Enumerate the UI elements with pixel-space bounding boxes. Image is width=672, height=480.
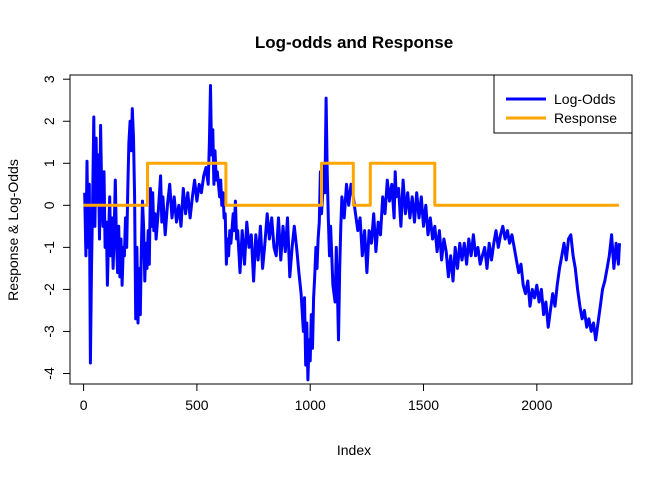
y-tick-label: 3 <box>41 75 57 83</box>
series-line-log-odds <box>83 84 621 382</box>
plot-area <box>83 84 621 382</box>
y-tick-label: 2 <box>41 117 57 125</box>
chart-title: Log-odds and Response <box>255 33 453 52</box>
y-tick-label: -2 <box>41 283 57 296</box>
legend-label-log-odds: Log-Odds <box>554 91 615 107</box>
legend-box <box>493 74 633 134</box>
y-tick-label: 0 <box>41 201 57 209</box>
series-line-response <box>83 161 619 207</box>
x-tick-label: 1000 <box>295 397 326 413</box>
x-axis-label: Index <box>337 442 371 458</box>
legend: Log-Odds Response <box>493 74 633 134</box>
x-axis: 0 500 1000 1500 2000 <box>80 383 553 413</box>
y-tick-label: -1 <box>41 241 57 254</box>
y-tick-label: 1 <box>41 159 57 167</box>
legend-label-response: Response <box>554 110 617 126</box>
y-tick-label: -4 <box>41 367 57 380</box>
y-axis-label: Response & Log-Odds <box>5 159 21 301</box>
y-axis: -4 -3 -2 -1 0 1 2 3 <box>41 75 71 380</box>
x-tick-label: 2000 <box>521 397 552 413</box>
x-tick-label: 0 <box>80 397 88 413</box>
x-tick-label: 1500 <box>408 397 439 413</box>
x-tick-label: 500 <box>185 397 209 413</box>
y-tick-label: -3 <box>41 325 57 338</box>
